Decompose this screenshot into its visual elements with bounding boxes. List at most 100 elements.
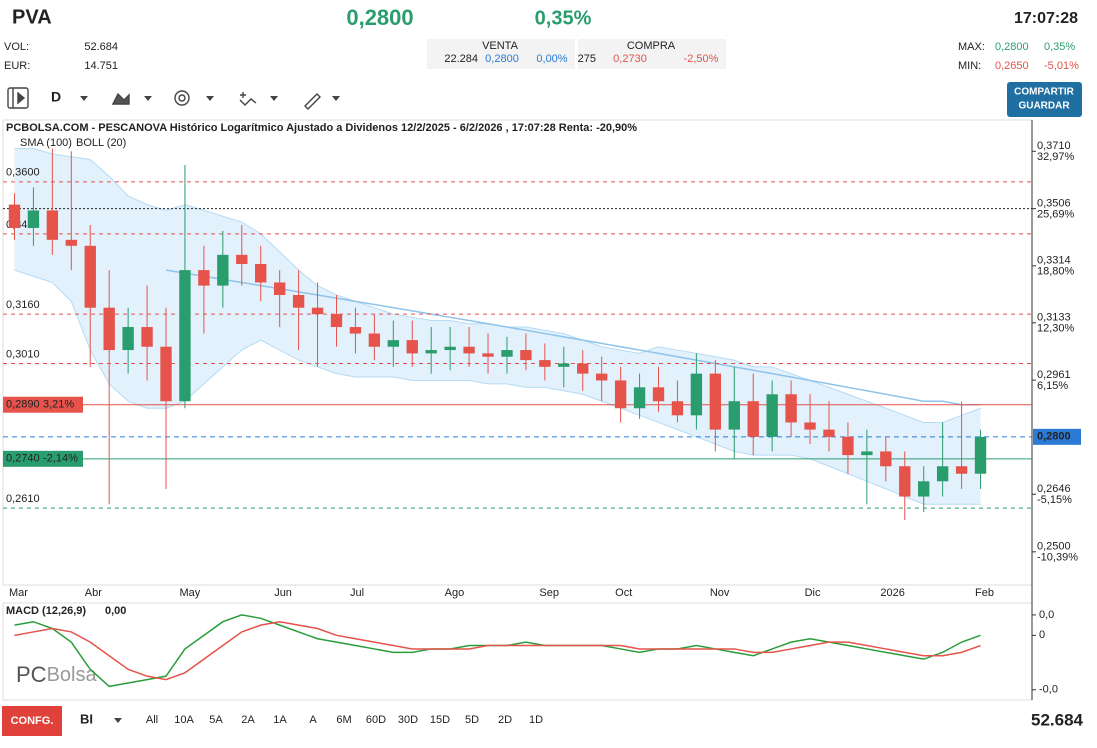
y-tick-label: 0,3314 [1037,255,1071,267]
eur: 14.751 [84,60,118,72]
config-label[interactable]: CONFG. [11,715,54,727]
indicator-icon[interactable] [239,98,257,106]
y-tick-pct: 12,30% [1037,323,1075,335]
draw-icon[interactable] [304,93,321,110]
candle-body [842,436,854,456]
candle-body [728,401,740,430]
compra-price: 0,2730 [613,53,647,65]
period-button[interactable]: All [146,714,158,726]
period-button[interactable]: 5D [465,714,479,726]
period-button[interactable]: 5A [209,714,223,726]
period[interactable]: D [51,89,61,105]
y-tick-label: 0,3133 [1037,312,1071,324]
candle-body [46,210,59,240]
period-button[interactable]: 60D [366,714,386,726]
y-tick-pct: 32,97% [1037,151,1075,163]
y-tick-label: 0,2961 [1037,369,1071,381]
share-label[interactable]: COMPARTIR [1014,87,1075,98]
candle-body [368,333,381,347]
x-tick-label: 2026 [880,587,904,599]
chart-type-icon[interactable] [111,92,130,105]
level-pct: -2,14% [43,453,78,465]
candle-body [596,373,608,381]
watermark-pc: PC [16,662,47,687]
max-label: MAX: [958,41,985,53]
footer-volume: 52.684 [1031,710,1084,729]
period-button[interactable]: A [309,714,317,726]
candle-body [785,394,797,423]
macd-tick-label: -0,0 [1039,684,1058,696]
save-label[interactable]: GUARDAR [1018,101,1070,112]
x-tick-label: Ago [445,587,465,599]
period-button[interactable]: 2A [241,714,255,726]
candle-body [539,360,551,367]
period-button[interactable]: 6M [336,714,351,726]
toolbar [7,87,340,110]
candle-body [84,245,96,308]
settings-icon[interactable] [174,90,190,106]
candle-body [330,314,343,328]
candle-body [425,350,437,354]
eur-label: EUR: [4,60,30,72]
candle-body [558,363,570,367]
y-tick-label: 0,3506 [1037,198,1071,210]
legend-entry: SMA (100) [20,137,72,149]
level-box [3,450,83,467]
macd-current: 0,00 [105,605,126,617]
y-tick-label: 0,3710 [1037,140,1071,152]
candle-body [141,327,153,347]
x-tick-label: Mar [9,587,28,599]
ticker: PVA [12,6,52,28]
candle-body [804,422,816,430]
candle-body [179,270,191,402]
panel-icon[interactable] [7,87,29,109]
candle-body [65,239,77,246]
vol: 52.684 [84,41,118,53]
candle-body [577,363,589,374]
config-button[interactable] [2,706,62,736]
y-tick-label: 0,2500 [1037,541,1071,553]
y-tick-pct: 18,80% [1037,266,1075,278]
x-tick-label: Oct [615,587,632,599]
candle-body [823,429,835,437]
period-button[interactable]: 2D [498,714,512,726]
candle-body [160,346,172,402]
x-tick-label: Nov [710,587,730,599]
level-label: 0,3600 [6,167,40,179]
scale[interactable]: BI [80,711,93,726]
candle-body [766,394,778,437]
candle-body [501,350,513,357]
share-button[interactable] [1007,82,1082,117]
watermark: PCBolsa [16,662,97,687]
scale-arrow[interactable] [114,718,122,723]
y-tick-label: 0,2646 [1037,483,1071,495]
period-button[interactable]: 30D [398,714,418,726]
x-tick-label: Jul [350,587,364,599]
macd-line [14,614,981,688]
period-button[interactable]: 10A [174,714,194,726]
candle-body [255,263,267,283]
min: 0,2650 [995,60,1029,72]
last-price-label: 0,2800 [1037,431,1071,443]
macd-line [14,620,981,681]
change: 0,35% [535,7,592,29]
period-button[interactable]: 15D [430,714,450,726]
candle-body [899,466,911,497]
candle-body [709,373,722,430]
period-button[interactable]: 1D [529,714,543,726]
candle-body [918,481,930,497]
y-tick-pct: 25,69% [1037,209,1075,221]
price: 0,2800 [346,5,413,30]
candle-body [103,307,115,351]
time: 17:07:28 [1014,10,1078,27]
min-label: MIN: [958,60,981,72]
venta-price: 0,2800 [485,53,519,65]
candle-body [444,346,456,351]
candle-body [633,387,646,409]
candle-body [122,327,134,351]
candle-body [198,270,210,286]
chart-title: PCBOLSA.COM - PESCANOVA Histórico Logarí… [6,122,637,134]
period-button[interactable]: 1A [273,714,287,726]
x-tick-label: Jun [274,587,292,599]
